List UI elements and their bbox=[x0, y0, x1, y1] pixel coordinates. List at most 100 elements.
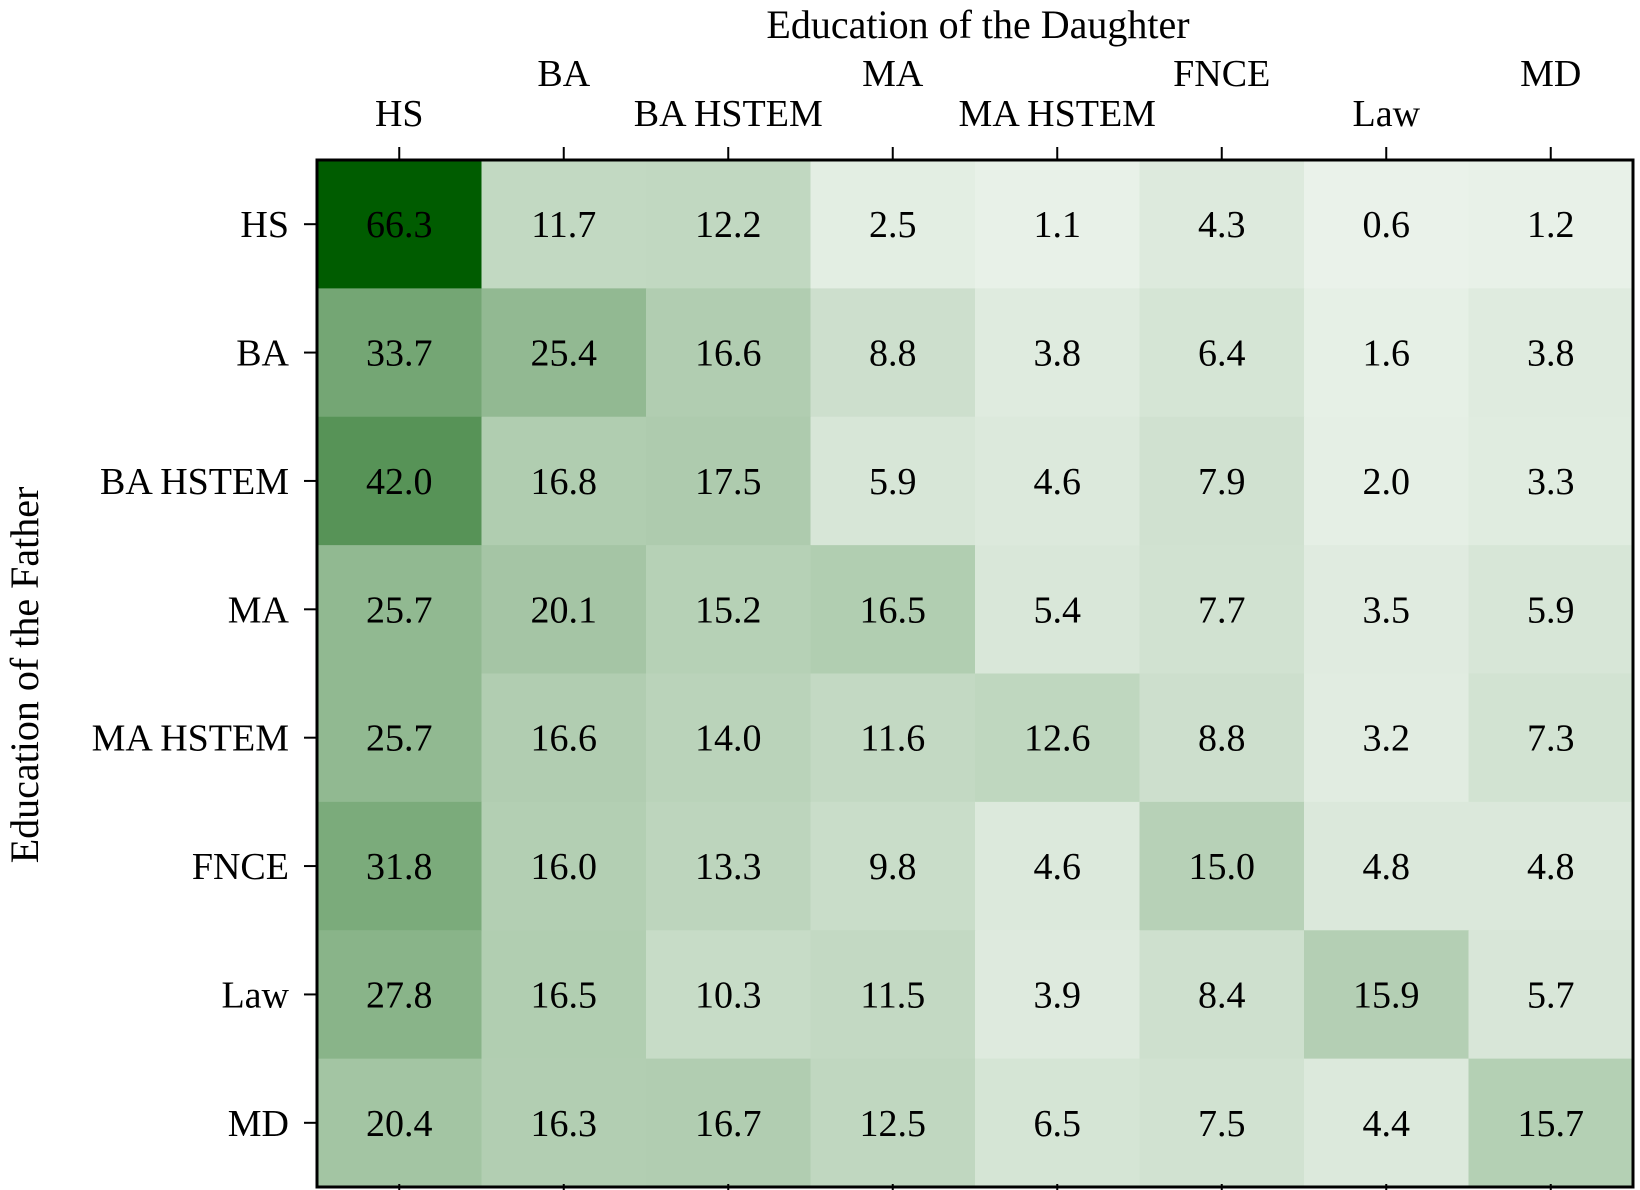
cell-value-label: 15.9 bbox=[1353, 974, 1420, 1016]
cell-value-label: 11.6 bbox=[860, 718, 925, 760]
heatmap-cell bbox=[646, 1058, 811, 1188]
heatmap-cell bbox=[481, 1058, 647, 1188]
cell-value-label: 10.3 bbox=[695, 974, 762, 1016]
cell-value-label: 4.6 bbox=[1034, 846, 1082, 888]
cell-value-label: 3.9 bbox=[1034, 974, 1082, 1016]
heatmap-cell bbox=[317, 416, 482, 546]
cell-value-label: 2.5 bbox=[869, 204, 917, 246]
heatmap-cell bbox=[317, 1058, 482, 1188]
y-tick-label: HS bbox=[240, 204, 289, 246]
heatmap-cell bbox=[810, 801, 976, 931]
cell-value-label: 8.8 bbox=[869, 333, 917, 375]
heatmap-cell bbox=[1304, 930, 1469, 1060]
heatmap-cell bbox=[1139, 545, 1305, 674]
heatmap-cell bbox=[975, 160, 1140, 289]
cell-value-label: 3.8 bbox=[1034, 333, 1082, 375]
heatmap-cell bbox=[810, 160, 976, 289]
y-tick-label: BA bbox=[236, 333, 289, 375]
cell-value-label: 15.7 bbox=[1518, 1103, 1585, 1145]
heatmap-cells: 66.3 11.7 12.2 2.5 1.1 4.3 0.6 1.2 33.7 25.4 16.6 8… bbox=[317, 160, 1634, 1188]
cell-value-label: 16.8 bbox=[531, 461, 598, 503]
y-tick-label: MA bbox=[228, 589, 290, 631]
cell-value-label: 20.1 bbox=[531, 589, 598, 631]
heatmap-cell bbox=[975, 673, 1140, 803]
cell-value-label: 25.4 bbox=[531, 333, 598, 375]
cell-value-label: 2.0 bbox=[1363, 461, 1411, 503]
heatmap-cell bbox=[481, 288, 647, 418]
heatmap-cell bbox=[1304, 545, 1469, 674]
heatmap-cell bbox=[1139, 160, 1305, 289]
cell-value-label: 25.7 bbox=[366, 718, 433, 760]
heatmap-cell bbox=[1468, 930, 1634, 1060]
heatmap-cell bbox=[317, 288, 482, 418]
heatmap-cell bbox=[1468, 673, 1634, 803]
cell-value-label: 14.0 bbox=[695, 718, 762, 760]
cell-value-label: 13.3 bbox=[695, 846, 762, 888]
cell-value-label: 9.8 bbox=[869, 846, 917, 888]
cell-value-label: 5.4 bbox=[1034, 589, 1082, 631]
heatmap-cell bbox=[810, 288, 976, 418]
heatmap-cell bbox=[1468, 545, 1634, 674]
heatmap-cell bbox=[317, 673, 482, 803]
cell-value-label: 17.5 bbox=[695, 461, 762, 503]
cell-value-label: 27.8 bbox=[366, 974, 433, 1016]
heatmap-cell bbox=[810, 1058, 976, 1188]
heatmap-cell bbox=[317, 160, 482, 289]
cell-value-label: 8.4 bbox=[1198, 974, 1246, 1016]
cell-value-label: 15.0 bbox=[1189, 846, 1256, 888]
heatmap-cell bbox=[1304, 288, 1469, 418]
cell-value-label: 3.3 bbox=[1527, 461, 1575, 503]
y-axis-title: Education of the Father bbox=[2, 487, 47, 864]
cell-value-label: 7.5 bbox=[1198, 1103, 1246, 1145]
x-tick-label: FNCE bbox=[1173, 53, 1270, 95]
x-tick-label: HS bbox=[375, 93, 424, 135]
heatmap-cell bbox=[317, 930, 482, 1060]
cell-value-label: 66.3 bbox=[366, 204, 433, 246]
heatmap-cell bbox=[481, 673, 647, 803]
heatmap-cell bbox=[317, 801, 482, 931]
heatmap-cell bbox=[646, 673, 811, 803]
heatmap-cell bbox=[481, 930, 647, 1060]
cell-value-label: 6.4 bbox=[1198, 333, 1246, 375]
x-tick-label: Law bbox=[1352, 93, 1420, 135]
heatmap-cell bbox=[1139, 801, 1305, 931]
heatmap-cell bbox=[1304, 673, 1469, 803]
cell-value-label: 16.5 bbox=[860, 589, 927, 631]
cell-value-label: 20.4 bbox=[366, 1103, 433, 1145]
y-tick-label: Law bbox=[221, 974, 289, 1016]
cell-value-label: 5.9 bbox=[1527, 589, 1575, 631]
heatmap-cell bbox=[1139, 1058, 1305, 1188]
heatmap-cell bbox=[975, 930, 1140, 1060]
heatmap-cell bbox=[1304, 416, 1469, 546]
heatmap-cell bbox=[1468, 160, 1634, 289]
cell-value-label: 3.5 bbox=[1363, 589, 1411, 631]
heatmap-cell bbox=[810, 416, 976, 546]
plot-frame bbox=[315, 158, 1635, 1189]
cell-value-label: 31.8 bbox=[366, 846, 433, 888]
cell-value-label: 6.5 bbox=[1034, 1103, 1082, 1145]
cell-value-label: 4.8 bbox=[1527, 846, 1575, 888]
x-tick-label: BA bbox=[537, 53, 590, 95]
heatmap-cell bbox=[975, 416, 1140, 546]
cell-value-label: 12.6 bbox=[1024, 718, 1091, 760]
cell-value-label: 15.2 bbox=[695, 589, 762, 631]
heatmap-cell bbox=[646, 545, 811, 674]
y-tick-label: MA HSTEM bbox=[92, 718, 289, 760]
cell-value-label: 5.9 bbox=[869, 461, 917, 503]
cell-value-label: 16.6 bbox=[695, 333, 762, 375]
cell-value-label: 33.7 bbox=[366, 333, 433, 375]
cell-value-label: 1.6 bbox=[1363, 333, 1411, 375]
cell-value-label: 4.4 bbox=[1363, 1103, 1411, 1145]
cell-value-label: 16.5 bbox=[531, 974, 598, 1016]
cell-value-label: 1.1 bbox=[1034, 204, 1082, 246]
x-tick-label: MA HSTEM bbox=[959, 93, 1156, 135]
row-ticks: HS BA BA HSTEM MA MA HSTEM FNCE Law MD bbox=[92, 204, 317, 1145]
cell-value-label: 16.7 bbox=[695, 1103, 762, 1145]
heatmap-cell bbox=[1139, 673, 1305, 803]
heatmap-cell bbox=[646, 930, 811, 1060]
cell-value-label: 7.3 bbox=[1527, 718, 1575, 760]
cell-value-label: 16.6 bbox=[531, 718, 598, 760]
x-tick-label: MA bbox=[862, 53, 924, 95]
x-tick-label: BA HSTEM bbox=[634, 93, 823, 135]
